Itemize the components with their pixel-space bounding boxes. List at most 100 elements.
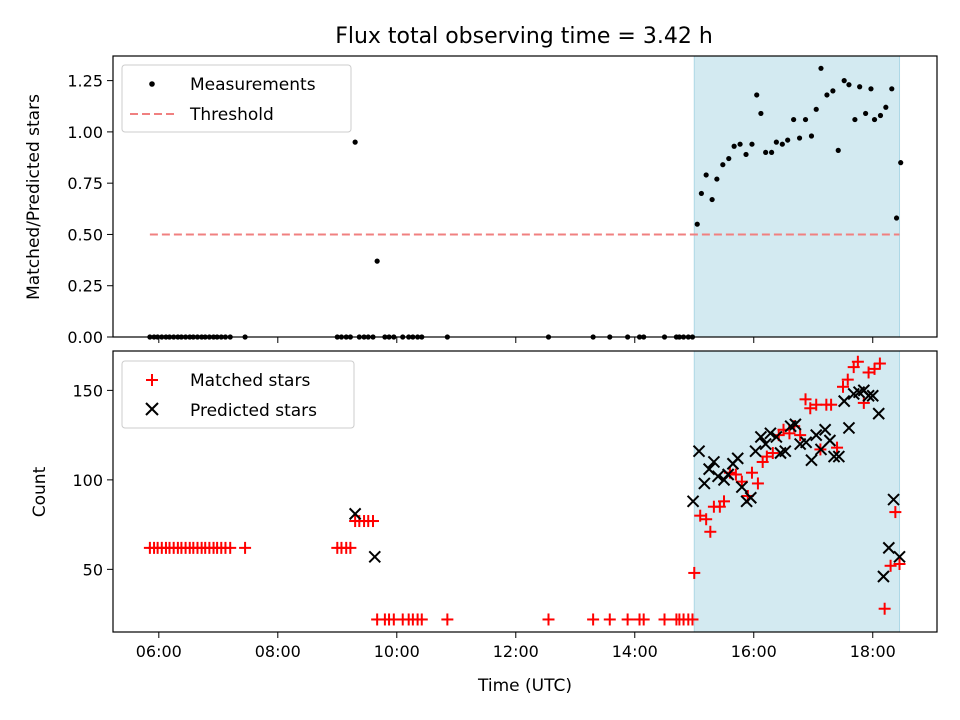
matched-star-marker [224, 541, 237, 554]
measurement-point [802, 116, 809, 123]
predicted-star-marker [887, 493, 900, 506]
measurement-point [863, 110, 869, 117]
matched-star-marker [893, 557, 906, 570]
measurement-point [714, 176, 720, 182]
measurement-point [726, 155, 732, 162]
measurement-point [694, 221, 700, 227]
matched-star-marker [884, 559, 897, 572]
ratio-highlight-span [693, 55, 901, 338]
predicted-star-marker [711, 470, 725, 483]
measurement-point [898, 160, 904, 166]
ratio-x-ticks [158, 337, 874, 343]
predicted-star-marker [799, 436, 813, 449]
predicted-star-marker [805, 453, 818, 467]
predicted-star-marker [698, 477, 711, 490]
predicted-star-marker [882, 541, 896, 555]
measurement-point [889, 86, 895, 92]
x-tick-label: 14:00 [612, 642, 658, 661]
matched-star-marker [851, 355, 864, 368]
measurements-legend-label: Measurements [190, 75, 316, 95]
matched-stars-legend-label: Matched stars [190, 371, 310, 391]
measurement-point [871, 116, 878, 123]
matched-star-marker [751, 477, 764, 490]
matched-star-marker [766, 447, 779, 460]
count-x-ticks: 06:00 08:00 10:00 12:00 14:00 16:00 18:00 [136, 632, 896, 661]
measurement-point [754, 92, 760, 98]
count-legend: Matched stars Predicted stars [121, 360, 355, 429]
measurement-point [737, 141, 743, 147]
measurement-point [698, 190, 705, 197]
predicted-star-marker [368, 550, 381, 564]
predicted-star-marker [779, 445, 792, 458]
measurement-point [709, 196, 715, 203]
predicted-star-marker [810, 428, 823, 442]
measurement-point [703, 172, 709, 178]
matched-star-marker [745, 466, 758, 479]
y-tick-label: 1.00 [67, 123, 103, 142]
matched-star-marker [873, 357, 886, 370]
matched-star-marker [542, 613, 555, 626]
matched-star-marker [825, 398, 838, 411]
predicted-star-marker [877, 570, 890, 583]
matched-star-marker [686, 613, 699, 626]
chart-title: Flux total observing time = 3.42 h [335, 24, 713, 49]
measurement-point [352, 139, 358, 145]
matched-stars-legend-marker [146, 374, 158, 386]
measurement-point [818, 65, 824, 71]
matched-star-marker [831, 441, 844, 454]
matched-star-marker [889, 506, 902, 519]
measurement-point [743, 151, 749, 158]
y-tick-label: 0.75 [67, 174, 103, 193]
count-highlight-span [693, 350, 901, 633]
measurement-point [846, 82, 852, 88]
x-tick-label: 18:00 [850, 642, 896, 661]
predicted-star-marker [754, 430, 768, 444]
measurement-point [785, 137, 791, 143]
predicted-stars-legend-marker [145, 402, 159, 416]
measurement-point [773, 139, 779, 145]
predicted-star-marker [818, 423, 832, 436]
measurement-point [893, 215, 900, 221]
predicted-star-marker [837, 394, 851, 408]
matched-star-marker [794, 429, 807, 442]
predicted-star-marker [872, 407, 885, 420]
x-tick-label: 12:00 [493, 642, 539, 661]
y-tick-label: 0.50 [67, 225, 103, 244]
matched-star-marker [729, 468, 742, 481]
x-tick-label: 06:00 [136, 642, 182, 661]
count-y-ticks: 50 100 150 [72, 381, 113, 579]
predicted-stars-legend-label: Predicted stars [190, 401, 317, 421]
predicted-stars-layer [348, 384, 906, 583]
measurement-point [720, 162, 726, 168]
y-tick-label: 0.25 [67, 277, 103, 296]
predicted-star-marker [735, 480, 749, 494]
predicted-star-marker [862, 389, 875, 402]
matched-star-marker [441, 613, 454, 626]
predicted-star-marker [827, 450, 841, 463]
x-tick-label: 10:00 [374, 642, 420, 661]
measurement-point [841, 78, 847, 84]
matched-star-marker [799, 393, 812, 406]
predicted-star-marker [702, 462, 716, 476]
measurement-point [769, 149, 775, 156]
matched-star-marker [836, 380, 849, 393]
matched-star-marker [878, 602, 891, 615]
measurement-point [813, 106, 819, 112]
ratio-legend-box [121, 64, 352, 133]
matched-star-marker [658, 613, 671, 626]
y-tick-label: 0.00 [67, 328, 103, 347]
matched-star-marker [857, 396, 870, 409]
matched-star-marker [603, 613, 616, 626]
matched-star-marker [841, 373, 854, 386]
count-legend-box [121, 360, 355, 429]
predicted-star-marker [744, 491, 757, 504]
measurement-point [374, 258, 380, 264]
x-tick-label: 08:00 [255, 642, 301, 661]
ratio-y-ticks: 0.00 0.25 0.50 0.75 1.00 1.25 [67, 72, 113, 347]
count-panel: 50 100 150 06:00 08:00 10:00 12:00 14:00 16:00 1… [30, 350, 938, 696]
predicted-star-marker [692, 445, 706, 458]
measurement-point [796, 135, 803, 141]
matched-star-marker [621, 613, 634, 626]
measurement-point [857, 84, 863, 90]
